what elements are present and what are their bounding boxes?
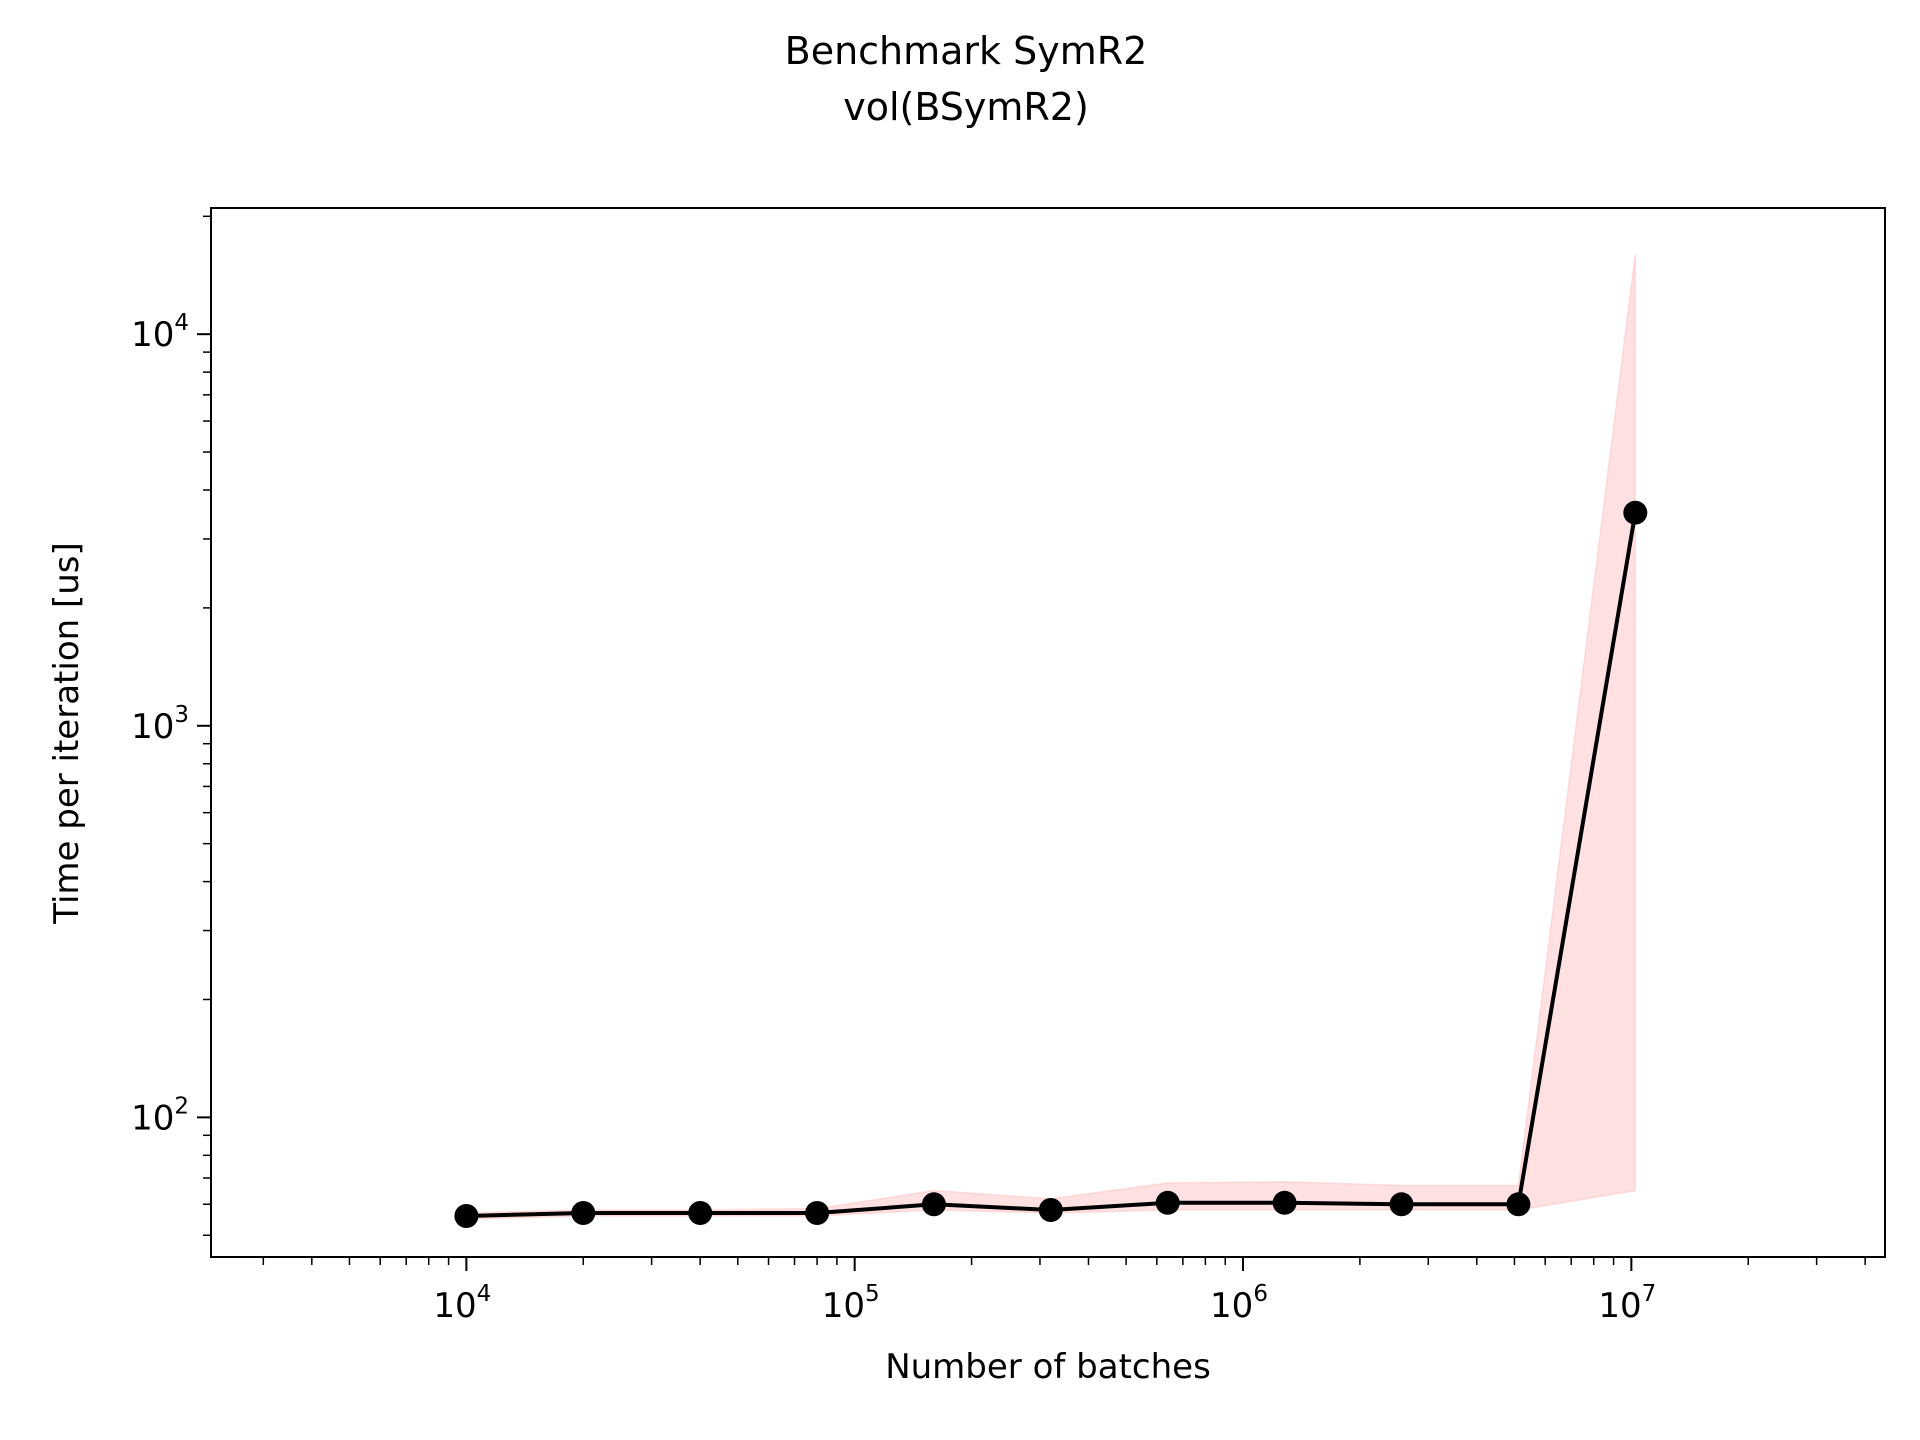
series-line-layer <box>466 512 1638 1218</box>
x-tick-label: 106 <box>1210 1281 1268 1326</box>
y-tick-label: 104 <box>131 310 189 355</box>
chart-title: Benchmark SymR2 <box>785 29 1148 73</box>
data-point <box>1272 1190 1297 1215</box>
y-axis: 102 103 104 <box>131 215 211 1237</box>
y-tick-label: 103 <box>131 702 189 747</box>
data-point <box>688 1201 713 1225</box>
y-tick-label: 102 <box>131 1093 189 1138</box>
data-point <box>454 1204 479 1228</box>
y-axis-label: Time per iteration [us] <box>47 542 87 925</box>
series-line <box>466 512 1638 1218</box>
data-point <box>1155 1190 1180 1215</box>
data-point <box>805 1201 830 1225</box>
data-point <box>1038 1198 1063 1222</box>
x-tick-label: 107 <box>1598 1281 1656 1326</box>
x-tick-label: 105 <box>822 1281 880 1326</box>
error-band <box>465 254 1637 1220</box>
x-axis: 104 105 106 107 <box>262 1257 1866 1326</box>
plot-frame <box>210 207 1886 1258</box>
data-point <box>571 1201 596 1225</box>
data-point <box>1506 1192 1531 1217</box>
chart-subtitle: vol(BSymR2) <box>843 85 1089 129</box>
x-axis-label: Number of batches <box>885 1347 1211 1387</box>
data-point <box>1389 1192 1414 1217</box>
x-tick-label: 104 <box>433 1281 491 1326</box>
error-band-layer <box>465 254 1637 1220</box>
data-point <box>1623 500 1648 525</box>
marker-layer <box>454 500 1648 1228</box>
data-point <box>921 1192 946 1217</box>
